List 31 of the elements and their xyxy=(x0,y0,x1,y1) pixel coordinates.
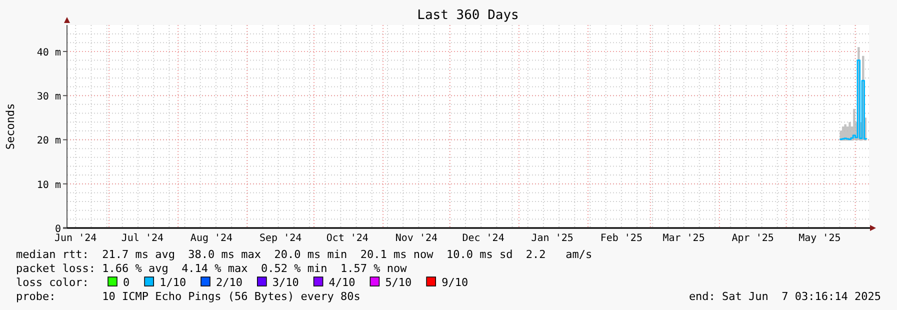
legend-label: 2/10 xyxy=(216,276,242,289)
x-tick-label: Nov '24 xyxy=(395,233,438,244)
x-tick-label: May '25 xyxy=(798,233,841,244)
legend-label: 4/10 xyxy=(328,276,356,289)
y-tick-label: 0 xyxy=(54,224,61,235)
chart-title: Last 360 Days xyxy=(417,8,519,23)
x-tick-label: Dec '24 xyxy=(462,233,504,244)
y-tick-label: 10 m xyxy=(36,180,61,191)
x-tick-label: Jul '24 xyxy=(121,233,164,244)
legend-label: 5/10 xyxy=(385,276,412,289)
legend-label: 9/10 xyxy=(442,276,468,289)
legend-label: 3/10 xyxy=(272,276,299,289)
y-tick-label: 30 m xyxy=(36,92,61,103)
text: end: Sat Jun 7 03:16:14 2025 xyxy=(688,290,881,303)
y-axis-title: Seconds xyxy=(4,103,17,150)
x-tick-label: Sep '24 xyxy=(259,233,302,244)
text: median rtt: 21.7 ms avg 38.0 ms max 20.0 ms min 20.1 ms now 10.0 ms sd 2.2 am/s xyxy=(16,248,592,261)
legend-title: loss color: xyxy=(16,276,89,289)
text: packet loss: 1.66 % avg 4.14 % max 0.52 % min 1.57 % now xyxy=(16,262,408,275)
y-tick-label: 40 m xyxy=(36,47,61,58)
x-tick-label: Apr '25 xyxy=(732,233,774,244)
text: probe: 10 ICMP Echo Pings (56 Bytes) every 80s xyxy=(16,290,360,303)
y-tick-label: 20 m xyxy=(36,136,61,147)
x-tick-label: Jan '25 xyxy=(531,233,574,244)
x-tick-label: Oct '24 xyxy=(326,233,368,244)
x-tick-label: Mar '25 xyxy=(662,233,705,244)
x-tick-label: Jun '24 xyxy=(54,233,97,244)
legend-label: 1/10 xyxy=(160,276,186,289)
x-tick-label: Feb '25 xyxy=(600,233,642,244)
x-tick-label: Aug '24 xyxy=(190,233,233,244)
legend-label: 0 xyxy=(123,276,130,289)
